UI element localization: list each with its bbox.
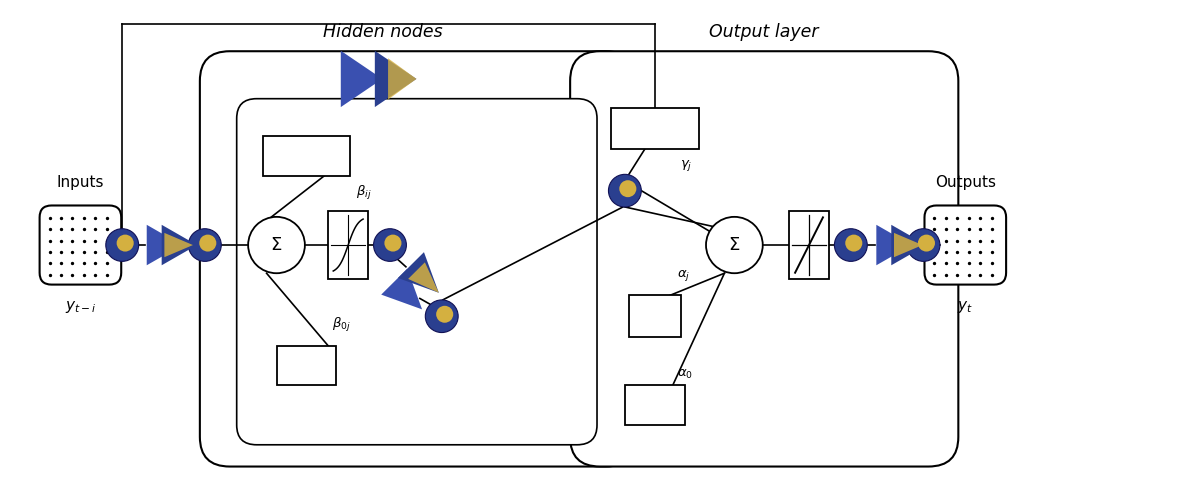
Bar	[625, 386, 685, 425]
Text: b: b	[650, 398, 660, 413]
Text: $y_{t-i}$: $y_{t-i}$	[641, 121, 670, 136]
Circle shape	[907, 229, 940, 261]
Circle shape	[116, 235, 133, 251]
FancyBboxPatch shape	[924, 205, 1006, 285]
Bar	[329, 211, 368, 279]
Polygon shape	[408, 262, 439, 293]
Polygon shape	[162, 225, 197, 265]
Circle shape	[918, 235, 935, 251]
Text: $y_{t-i}$: $y_{t-i}$	[65, 299, 96, 316]
Polygon shape	[398, 252, 439, 293]
Text: $\beta_{0j}$: $\beta_{0j}$	[332, 316, 352, 334]
Text: Inputs: Inputs	[56, 174, 104, 190]
Text: Output layer: Output layer	[709, 23, 818, 41]
Text: $\gamma_j$: $\gamma_j$	[679, 158, 692, 173]
Text: b: b	[301, 358, 311, 373]
Polygon shape	[876, 225, 912, 265]
FancyBboxPatch shape	[236, 99, 598, 445]
Circle shape	[706, 217, 763, 273]
Polygon shape	[341, 51, 383, 107]
Polygon shape	[894, 233, 923, 257]
Polygon shape	[146, 225, 182, 265]
Bar	[790, 211, 829, 279]
Circle shape	[106, 229, 139, 261]
Bar	[629, 296, 680, 337]
Circle shape	[834, 229, 868, 261]
FancyBboxPatch shape	[200, 51, 636, 467]
Text: Hidden nodes: Hidden nodes	[323, 23, 443, 41]
Circle shape	[608, 174, 641, 207]
Circle shape	[425, 300, 458, 332]
Bar	[263, 136, 350, 176]
Circle shape	[845, 235, 863, 251]
Text: $y_t$: $y_t$	[958, 299, 973, 316]
Circle shape	[248, 217, 305, 273]
FancyBboxPatch shape	[40, 205, 121, 285]
Polygon shape	[382, 269, 422, 309]
Text: $\alpha_0$: $\alpha_0$	[677, 367, 692, 381]
Circle shape	[373, 229, 407, 261]
Text: $\beta_{ij}$: $\beta_{ij}$	[356, 184, 372, 202]
Text: f: f	[652, 309, 658, 324]
Text: $\Sigma$: $\Sigma$	[728, 236, 740, 254]
Bar	[611, 107, 698, 149]
FancyBboxPatch shape	[570, 51, 959, 467]
Polygon shape	[374, 51, 416, 107]
Text: $\alpha_j$: $\alpha_j$	[677, 267, 690, 283]
Circle shape	[199, 235, 216, 251]
Polygon shape	[388, 58, 416, 99]
Polygon shape	[892, 225, 926, 265]
Text: $y_{t-i}$: $y_{t-i}$	[292, 149, 320, 164]
Bar	[276, 346, 336, 386]
Circle shape	[188, 229, 221, 261]
Circle shape	[436, 306, 454, 323]
Text: $\Sigma$: $\Sigma$	[270, 236, 283, 254]
Polygon shape	[164, 233, 193, 257]
Circle shape	[619, 180, 636, 197]
Text: Outputs: Outputs	[935, 174, 996, 190]
Circle shape	[384, 235, 402, 251]
